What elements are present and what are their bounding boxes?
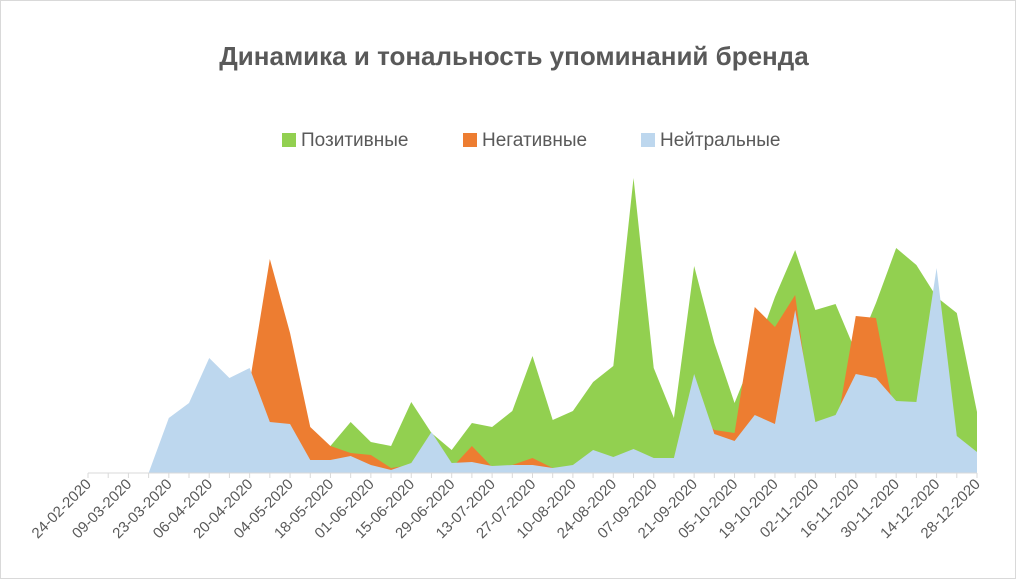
plot-area — [88, 178, 977, 473]
legend-label: Позитивные — [301, 130, 408, 151]
legend-label: Негативные — [482, 130, 587, 151]
area-series — [88, 268, 977, 473]
legend-swatch — [641, 133, 655, 147]
legend: Позитивные Негативные Нейтральные — [282, 130, 780, 151]
legend-label: Нейтральные — [660, 130, 780, 151]
chart-title: Динамика и тональность упоминаний бренда — [219, 41, 809, 71]
legend-swatch — [463, 133, 477, 147]
legend-swatch — [282, 133, 296, 147]
